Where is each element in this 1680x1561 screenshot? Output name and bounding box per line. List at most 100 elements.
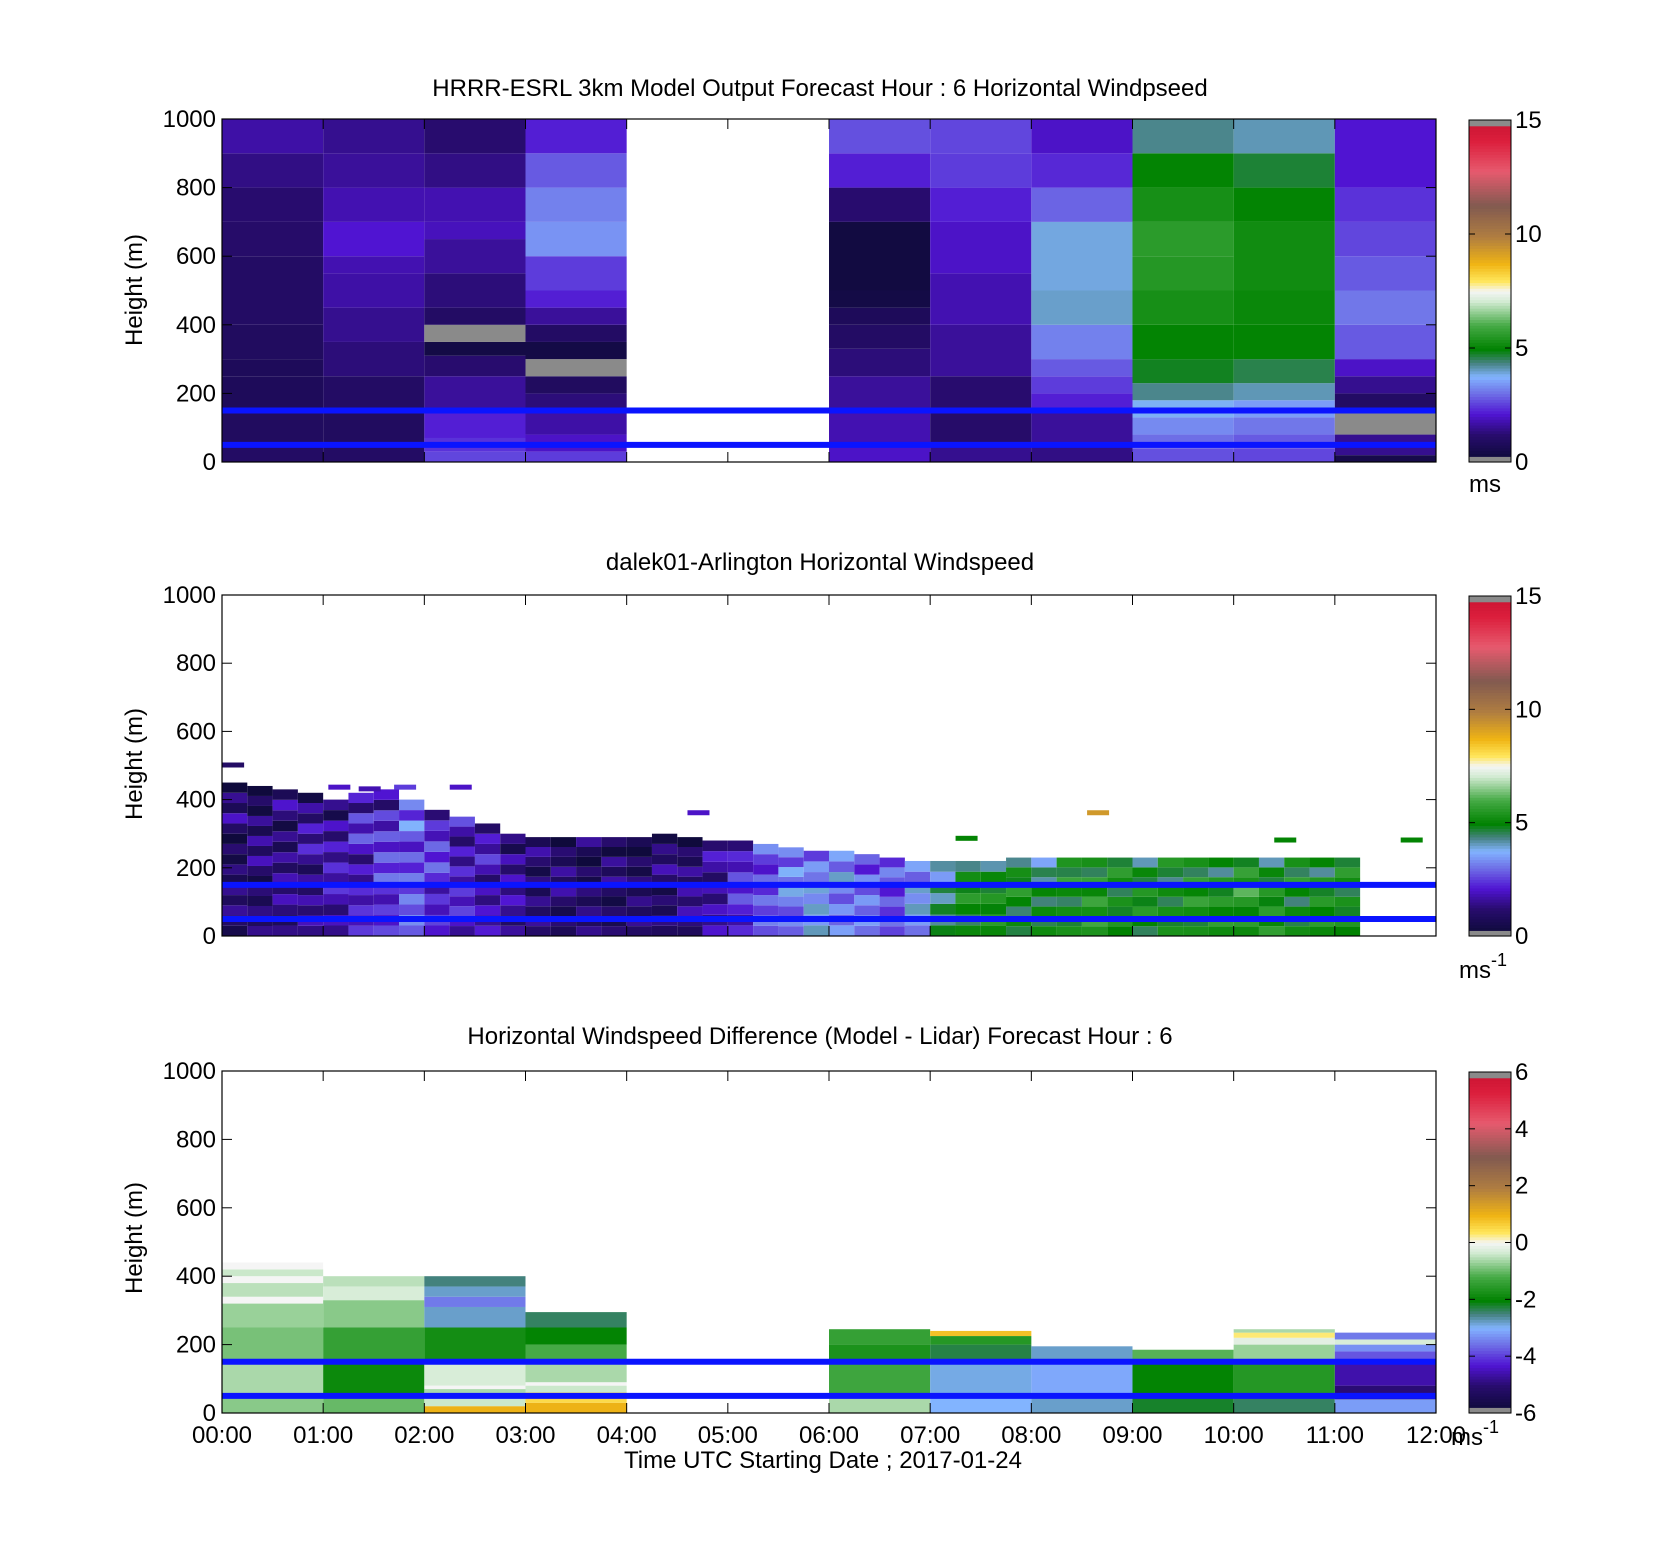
heatmap-cell <box>930 903 956 915</box>
colorbar-segment <box>1469 1359 1511 1363</box>
heatmap-cell <box>449 926 475 936</box>
colorbar-segment <box>1469 142 1511 147</box>
heatmap-cell <box>651 905 678 916</box>
colorbar-segment <box>1469 921 1511 926</box>
heatmap-cell <box>1258 857 1285 868</box>
heatmap-cell <box>1284 867 1310 878</box>
heatmap-cell <box>829 410 931 445</box>
colorbar-segment <box>1469 1347 1511 1352</box>
colorbar-frame <box>1468 595 1512 937</box>
heatmap-cell <box>1233 119 1335 154</box>
heatmap-cell <box>500 874 526 885</box>
colorbar-segment <box>1469 131 1511 135</box>
panel-lidar: dalek01-Arlington Horizontal Windspeed 0… <box>121 549 1542 984</box>
heatmap-cell <box>1107 857 1133 868</box>
heatmap-cell <box>323 273 425 308</box>
colorbar-segment <box>1469 1199 1511 1204</box>
colorbar-segment <box>1469 436 1511 440</box>
y-axis-label: Height (m) <box>121 708 148 820</box>
heatmap-cell <box>525 359 627 377</box>
heatmap-cell <box>449 856 475 867</box>
colorbar-segment <box>1469 285 1511 289</box>
colorbar-tick-label: 6 <box>1515 1059 1528 1086</box>
colorbar-segment <box>1469 1356 1511 1360</box>
colorbar-segment <box>1469 1114 1511 1119</box>
heatmap-cell <box>222 1395 324 1413</box>
colorbar-segment <box>1469 379 1511 383</box>
heatmap-cell <box>323 1327 425 1362</box>
x-tick-label: 00:00 <box>192 1422 252 1449</box>
y-tick-label: 0 <box>203 449 216 476</box>
panel-difference: Horizontal Windspeed Difference (Model -… <box>121 1023 1536 1474</box>
colorbar-segment <box>1469 1330 1511 1335</box>
heatmap-cell <box>373 873 400 884</box>
heatmap-cell <box>1233 867 1259 878</box>
colorbar-segment <box>1469 1177 1511 1181</box>
y-tick-label: 800 <box>176 650 216 677</box>
heatmap-cell <box>323 1300 425 1328</box>
heatmap-cell <box>247 825 273 836</box>
colorbar-tick-label: 5 <box>1515 335 1528 362</box>
heatmap-cell <box>1157 896 1184 907</box>
heatmap-cell <box>525 906 551 917</box>
colorbar-segment <box>1469 137 1511 141</box>
heatmap-cell <box>323 221 425 257</box>
colorbar-segment <box>1469 359 1511 363</box>
heatmap-cell <box>829 882 855 894</box>
heatmap-cell <box>399 841 425 853</box>
colorbar-segment <box>1469 1341 1511 1346</box>
heatmap-cell <box>222 1276 324 1284</box>
colorbar-segment <box>1469 419 1511 423</box>
colorbar-segment <box>1469 279 1511 284</box>
heatmap-cell <box>1284 906 1310 917</box>
heatmap-cell <box>1233 448 1335 462</box>
heatmap-cell <box>879 867 905 878</box>
heatmap-cell <box>1031 1395 1133 1413</box>
colorbar-segment <box>1469 613 1511 617</box>
colorbar-segment <box>1469 851 1511 855</box>
plot-axes: 0 200 400 600 800 1000 <box>163 106 1437 476</box>
heatmap-cell <box>525 290 627 308</box>
heatmap-cell <box>373 862 400 874</box>
colorbar-segment <box>1469 139 1511 144</box>
heatmap-cell <box>323 444 425 462</box>
colorbar-segment <box>1469 839 1511 844</box>
colorbar-segment <box>1469 681 1511 685</box>
heatmap-cell <box>297 925 324 936</box>
heatmap-cell <box>297 843 324 855</box>
y-tick-label: 1000 <box>163 106 216 133</box>
colorbar-segment <box>1469 202 1511 207</box>
heatmap-cell <box>424 925 450 936</box>
heatmap-cell <box>474 874 501 885</box>
heatmap-cell <box>525 393 627 411</box>
heatmap-cell <box>1031 896 1057 907</box>
heatmap-cell <box>778 926 804 936</box>
heatmap-cell <box>854 895 880 906</box>
colorbar-segment <box>1469 672 1511 676</box>
heatmap-cell <box>525 886 551 897</box>
heatmap-cell <box>348 813 374 824</box>
heatmap-cell <box>702 925 728 936</box>
colorbar: 0 5 10 15 ms <box>1468 107 1542 498</box>
colorbar-segment <box>1469 1373 1511 1377</box>
heatmap-cell <box>525 324 627 342</box>
heatmap-cell <box>1309 896 1335 907</box>
colorbar-segment <box>1469 873 1511 878</box>
colorbar-segment <box>1469 1091 1511 1096</box>
colorbar-segment <box>1469 1154 1511 1158</box>
heatmap-cell <box>803 893 829 905</box>
colorbar-segment <box>1469 876 1511 880</box>
heatmap-cell <box>879 906 905 917</box>
heatmap-cell <box>1081 896 1108 907</box>
colorbar-segment <box>1469 424 1511 429</box>
colorbar-segment <box>1469 120 1511 124</box>
heatmap-cell <box>272 852 298 863</box>
heatmap-cell <box>854 864 880 875</box>
colorbar-segment <box>1469 228 1511 232</box>
colorbar-segment <box>1469 1259 1511 1263</box>
heatmap-cell <box>1132 153 1234 188</box>
heatmap-cell <box>778 847 804 858</box>
heatmap-cell <box>550 866 577 877</box>
colorbar-segment <box>1469 1148 1511 1153</box>
heatmap-cell <box>955 860 981 872</box>
